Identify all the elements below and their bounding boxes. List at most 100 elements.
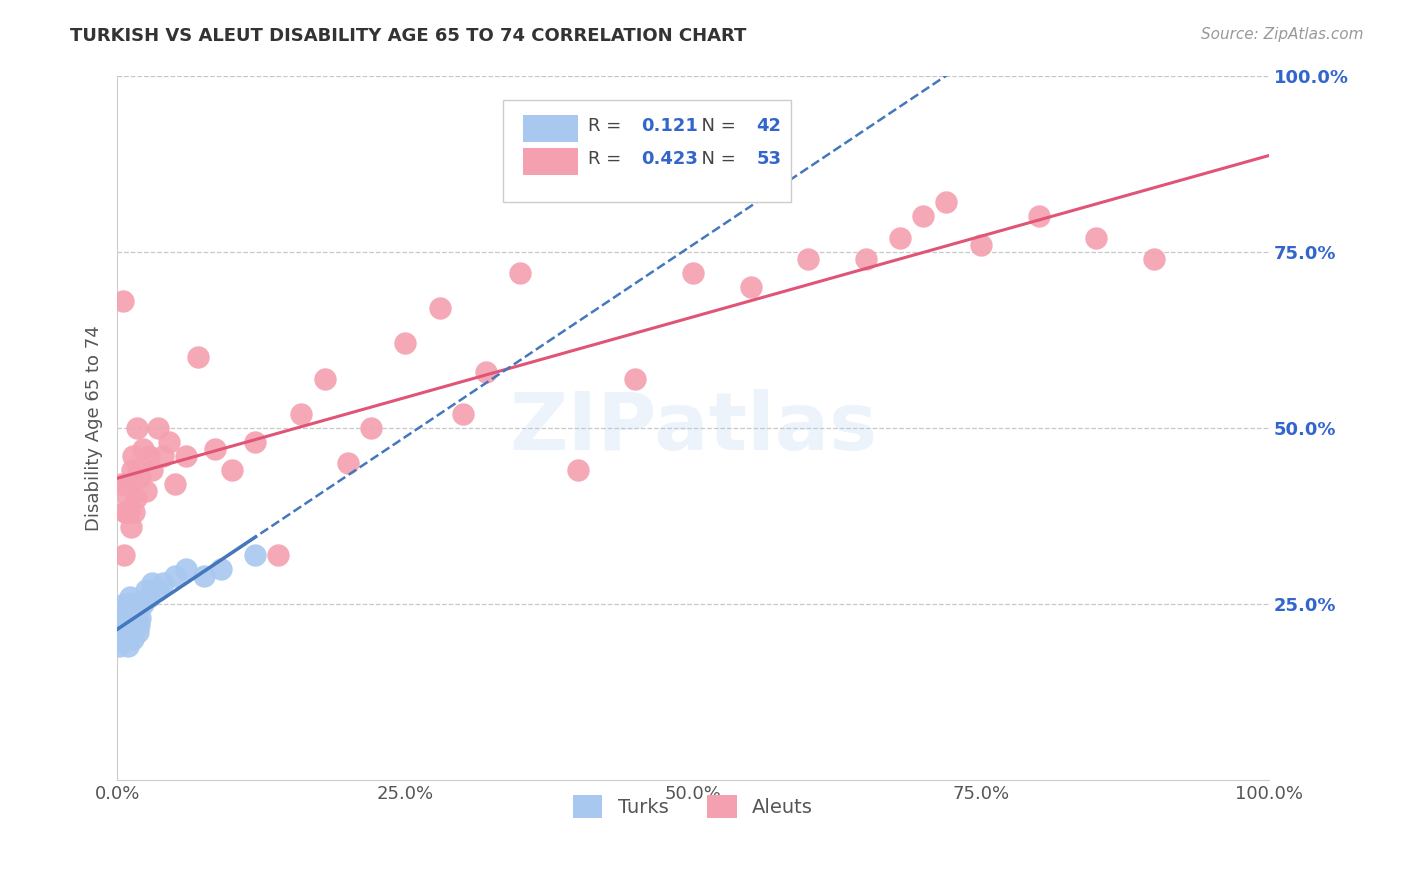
Point — [970, 237, 993, 252]
FancyBboxPatch shape — [523, 148, 578, 175]
Point — [141, 463, 163, 477]
Point — [117, 491, 139, 506]
Text: N =: N = — [689, 150, 741, 168]
Point — [108, 640, 131, 654]
Point — [124, 491, 146, 506]
Point — [176, 562, 198, 576]
Point — [129, 611, 152, 625]
Point — [740, 280, 762, 294]
Text: TURKISH VS ALEUT DISABILITY AGE 65 TO 74 CORRELATION CHART: TURKISH VS ALEUT DISABILITY AGE 65 TO 74… — [70, 27, 747, 45]
Point — [624, 371, 647, 385]
Point — [187, 351, 209, 365]
Point — [110, 477, 132, 491]
Point — [221, 463, 243, 477]
Point — [122, 449, 145, 463]
Point — [125, 421, 148, 435]
Point — [115, 604, 138, 618]
Point — [121, 618, 143, 632]
FancyBboxPatch shape — [523, 115, 578, 143]
Point — [209, 562, 232, 576]
Text: Source: ZipAtlas.com: Source: ZipAtlas.com — [1201, 27, 1364, 42]
Point — [124, 506, 146, 520]
Point — [111, 294, 134, 309]
Point — [117, 611, 139, 625]
Point — [112, 548, 135, 562]
Point — [120, 519, 142, 533]
Point — [141, 576, 163, 591]
Point — [131, 442, 153, 456]
Point — [112, 597, 135, 611]
Point — [124, 625, 146, 640]
Point — [124, 597, 146, 611]
Point — [110, 632, 132, 647]
Point — [314, 371, 336, 385]
Point — [245, 435, 267, 450]
Point — [429, 301, 451, 315]
Point — [121, 463, 143, 477]
Point — [115, 477, 138, 491]
Point — [152, 576, 174, 591]
Point — [797, 252, 820, 266]
Y-axis label: Disability Age 65 to 74: Disability Age 65 to 74 — [86, 325, 103, 531]
Point — [127, 625, 149, 640]
Point — [567, 463, 589, 477]
Point — [1028, 210, 1050, 224]
Point — [120, 611, 142, 625]
Point — [474, 365, 496, 379]
Point — [204, 442, 226, 456]
Point — [138, 449, 160, 463]
Point — [118, 597, 141, 611]
Point — [128, 618, 150, 632]
Point — [118, 590, 141, 604]
Point — [360, 421, 382, 435]
Point — [121, 604, 143, 618]
Point — [855, 252, 877, 266]
Point — [1143, 252, 1166, 266]
Point — [114, 618, 136, 632]
Point — [118, 506, 141, 520]
Point — [117, 640, 139, 654]
Point — [131, 597, 153, 611]
Point — [146, 582, 169, 597]
Point — [1085, 230, 1108, 244]
Point — [124, 618, 146, 632]
Point — [193, 569, 215, 583]
Point — [509, 266, 531, 280]
Point — [267, 548, 290, 562]
Text: 53: 53 — [756, 150, 782, 168]
Point — [111, 604, 134, 618]
Point — [114, 632, 136, 647]
Point — [336, 456, 359, 470]
Point — [290, 407, 312, 421]
Point — [451, 407, 474, 421]
Point — [118, 477, 141, 491]
Text: R =: R = — [588, 117, 627, 136]
Point — [118, 618, 141, 632]
Point — [176, 449, 198, 463]
Point — [245, 548, 267, 562]
Text: ZIPatlas: ZIPatlas — [509, 389, 877, 467]
Text: N =: N = — [689, 117, 741, 136]
Point — [111, 611, 134, 625]
Point — [112, 625, 135, 640]
Point — [682, 266, 704, 280]
Point — [125, 611, 148, 625]
Point — [163, 477, 186, 491]
Point — [115, 506, 138, 520]
Legend: Turks, Aleuts: Turks, Aleuts — [558, 780, 828, 834]
Point — [124, 604, 146, 618]
Point — [135, 582, 157, 597]
Point — [120, 625, 142, 640]
FancyBboxPatch shape — [503, 100, 792, 202]
Point — [138, 590, 160, 604]
Point — [889, 230, 911, 244]
Point — [118, 632, 141, 647]
Text: 0.121: 0.121 — [641, 117, 699, 136]
Point — [111, 632, 134, 647]
Point — [935, 195, 957, 210]
Point — [129, 470, 152, 484]
Point — [135, 484, 157, 499]
Point — [152, 449, 174, 463]
Point — [122, 632, 145, 647]
Point — [114, 506, 136, 520]
